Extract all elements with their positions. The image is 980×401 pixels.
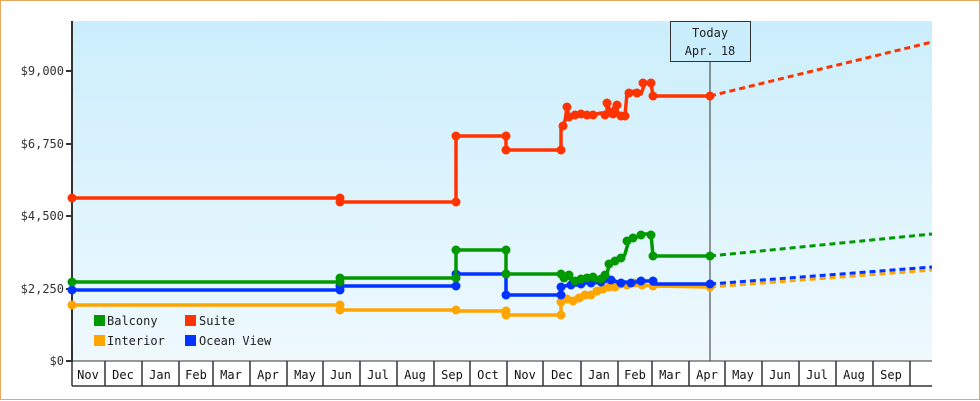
month-label: Apr [257, 368, 279, 382]
month-label: Mar [220, 368, 242, 382]
ocean-view-projection [709, 265, 933, 286]
legend-item-ocean-view[interactable]: Ocean View [185, 334, 272, 348]
y-ticks: $0 $2,250 $4,500 $6,750 $9,000 [21, 64, 72, 368]
series-suite [67, 78, 715, 207]
x-axis-months: Nov Dec Jan Feb Mar Apr May Jun Jul Aug … [71, 361, 932, 387]
month-label: Nov [77, 368, 99, 382]
legend-label: Balcony [107, 314, 158, 328]
month-label: Nov [514, 368, 536, 382]
month-label: Jul [806, 368, 828, 382]
month-label: Oct [477, 368, 499, 382]
month-label: Jun [769, 368, 791, 382]
y-tick-label: $4,500 [21, 209, 64, 223]
ocean-view-swatch-icon [185, 335, 196, 346]
month-label: Jul [367, 368, 389, 382]
month-label: Feb [185, 368, 207, 382]
month-label: Aug [404, 368, 426, 382]
month-label: Apr [696, 368, 718, 382]
series-balcony [67, 230, 715, 287]
y-tick-label: $0 [50, 354, 64, 368]
suite-projection [709, 40, 933, 98]
balcony-swatch-icon [94, 315, 105, 326]
legend-item-interior[interactable]: Interior [94, 334, 165, 348]
month-label: Sep [880, 368, 902, 382]
legend-label: Interior [107, 334, 165, 348]
month-label: May [294, 368, 316, 382]
suite-swatch-icon [185, 315, 196, 326]
legend: Balcony Suite Interior Ocean View [94, 314, 272, 348]
balcony-projection [709, 232, 933, 258]
projections [709, 40, 933, 289]
legend-label: Ocean View [199, 334, 272, 348]
month-label: Dec [551, 368, 573, 382]
month-label: Dec [112, 368, 134, 382]
interior-swatch-icon [94, 335, 105, 346]
y-tick-label: $9,000 [21, 64, 64, 78]
interior-projection [709, 268, 933, 289]
month-label: Jan [149, 368, 171, 382]
month-label: Feb [624, 368, 646, 382]
legend-item-balcony[interactable]: Balcony [94, 314, 158, 328]
month-label: Aug [843, 368, 865, 382]
today-label: Today [692, 26, 728, 40]
today-date: Apr. 18 [685, 44, 736, 58]
legend-label: Suite [199, 314, 235, 328]
legend-item-suite[interactable]: Suite [185, 314, 235, 328]
month-label: Sep [441, 368, 463, 382]
y-tick-label: $2,250 [21, 282, 64, 296]
month-label: May [732, 368, 754, 382]
month-label: Jan [588, 368, 610, 382]
month-label: Mar [659, 368, 681, 382]
today-marker: Today Apr. 18 [670, 21, 751, 361]
month-label: Jun [330, 368, 352, 382]
y-tick-label: $6,750 [21, 137, 64, 151]
